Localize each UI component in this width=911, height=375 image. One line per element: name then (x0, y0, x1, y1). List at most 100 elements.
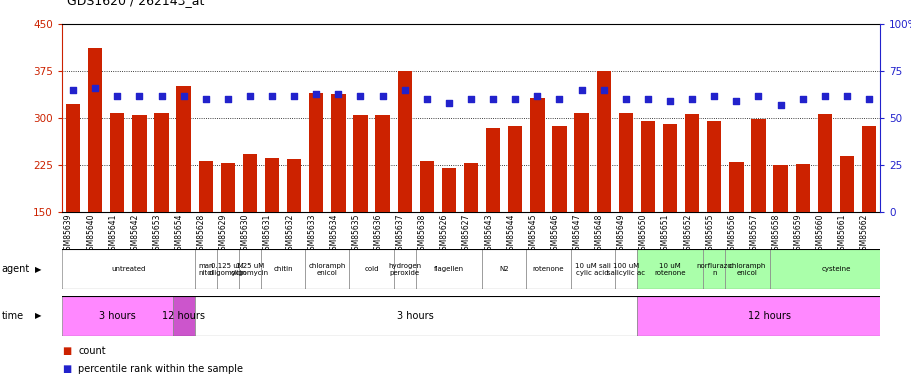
Point (551, 96, 566, 102)
Text: GSM85646: GSM85646 (550, 214, 558, 255)
Text: GSM85641: GSM85641 (108, 214, 118, 255)
Text: percentile rank within the sample: percentile rank within the sample (78, 364, 243, 374)
Point (87, 85, 102, 91)
Bar (640, 121, 654, 306)
Bar (773, 165, 787, 306)
Point (154, 93, 169, 99)
Point (706, 93, 721, 99)
Text: GSM85653: GSM85653 (152, 214, 161, 255)
Text: GSM85631: GSM85631 (262, 214, 271, 255)
Point (375, 93, 390, 99)
Bar (724, 249, 769, 289)
Bar (397, 71, 412, 306)
Text: GSM85648: GSM85648 (594, 214, 603, 255)
Text: count: count (78, 346, 106, 355)
Point (287, 93, 302, 99)
Bar (794, 164, 809, 306)
Bar (441, 168, 456, 306)
Text: cysteine: cysteine (820, 266, 850, 272)
Bar (353, 115, 367, 306)
Point (529, 93, 544, 99)
Text: GSM85644: GSM85644 (506, 214, 515, 255)
Text: GDS1620 / 262143_at: GDS1620 / 262143_at (67, 0, 204, 8)
Bar (261, 249, 305, 289)
Text: 3 hours: 3 hours (397, 311, 434, 321)
Text: GSM85659: GSM85659 (793, 214, 802, 255)
Bar (636, 296, 901, 336)
Point (662, 98, 677, 104)
Point (309, 91, 323, 97)
Bar (217, 249, 239, 289)
Bar (507, 126, 522, 306)
Bar (110, 113, 124, 306)
Bar (839, 156, 854, 306)
Text: GSM85647: GSM85647 (572, 214, 581, 255)
Bar (614, 249, 636, 289)
Point (397, 87, 412, 93)
Text: GSM85635: GSM85635 (351, 214, 360, 255)
Text: GSM85654: GSM85654 (174, 214, 183, 255)
Bar (194, 249, 217, 289)
Text: GSM85642: GSM85642 (130, 214, 139, 255)
Point (464, 96, 478, 102)
Point (199, 96, 213, 102)
Bar (264, 158, 279, 306)
Text: cold: cold (363, 266, 378, 272)
Bar (596, 70, 610, 306)
Text: time: time (2, 311, 24, 321)
Text: untreated: untreated (111, 266, 146, 272)
Bar (331, 94, 345, 306)
Text: GSM85637: GSM85637 (395, 214, 404, 255)
Text: GSM85657: GSM85657 (749, 214, 758, 255)
Text: GSM85634: GSM85634 (329, 214, 338, 255)
Bar (349, 249, 394, 289)
Point (419, 96, 434, 102)
Point (242, 93, 257, 99)
Text: GSM85662: GSM85662 (859, 214, 868, 255)
Text: GSM85636: GSM85636 (374, 214, 383, 255)
Point (751, 93, 765, 99)
Text: GSM85645: GSM85645 (527, 214, 537, 255)
Bar (62, 296, 172, 336)
Point (816, 93, 831, 99)
Text: agent: agent (2, 264, 30, 274)
Point (728, 98, 742, 104)
Bar (220, 163, 235, 306)
Text: ▶: ▶ (35, 265, 41, 274)
Text: 12 hours: 12 hours (747, 311, 790, 321)
Point (486, 96, 500, 102)
Bar (132, 115, 147, 306)
Text: GSM85639: GSM85639 (64, 214, 73, 255)
Text: GSM85656: GSM85656 (727, 214, 735, 255)
Text: 100 uM
salicylic ac: 100 uM salicylic ac (606, 262, 644, 276)
Bar (199, 160, 212, 306)
Text: GSM85628: GSM85628 (197, 214, 206, 255)
Bar (172, 296, 194, 336)
Text: 3 hours: 3 hours (98, 311, 136, 321)
Text: ■: ■ (62, 346, 71, 355)
Bar (242, 154, 257, 306)
Bar (729, 162, 742, 306)
Bar (287, 159, 301, 306)
Text: GSM85660: GSM85660 (815, 214, 824, 255)
Point (132, 93, 147, 99)
Text: GSM85630: GSM85630 (241, 214, 250, 255)
Bar (482, 249, 526, 289)
Bar (66, 104, 80, 306)
Bar (87, 48, 102, 306)
Point (839, 93, 854, 99)
Text: hydrogen
peroxide: hydrogen peroxide (388, 262, 421, 276)
Bar (662, 124, 677, 306)
Bar (176, 86, 190, 306)
Point (861, 96, 875, 102)
Text: flagellen: flagellen (434, 266, 464, 272)
Text: man
nitol: man nitol (198, 262, 213, 276)
Bar (702, 249, 724, 289)
Point (110, 93, 125, 99)
Bar (305, 249, 349, 289)
Point (176, 93, 190, 99)
Bar (239, 249, 261, 289)
Point (507, 96, 522, 102)
Text: GSM85661: GSM85661 (837, 214, 846, 255)
Point (618, 96, 632, 102)
